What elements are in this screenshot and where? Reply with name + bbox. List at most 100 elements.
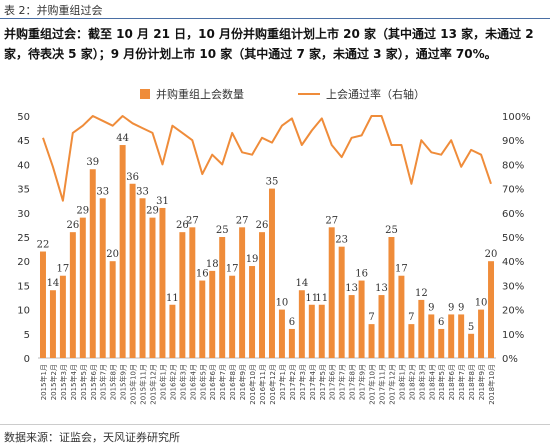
pass-rate-line — [42, 115, 492, 202]
bar — [378, 295, 385, 358]
bar — [448, 314, 455, 358]
bar — [159, 207, 166, 358]
category-tick-label: 2015年2月 — [49, 364, 58, 400]
category-tick-label: 2016年1月 — [158, 364, 167, 400]
bar-value-label: 14 — [295, 278, 308, 289]
bar-value-label: 26 — [66, 220, 79, 231]
chart-legend: 并购重组上会数量 上会通过率（右轴） — [0, 86, 550, 102]
bar-value-label: 44 — [116, 133, 129, 144]
category-tick-label: 2015年1月 — [39, 364, 48, 400]
category-tick-label: 2017年1月 — [278, 364, 287, 400]
bar — [458, 314, 465, 358]
bar — [219, 237, 226, 358]
category-tick-label: 2017年12月 — [387, 364, 396, 405]
right-axis-tick-label: 0% — [502, 354, 518, 365]
left-axis-tick-label: 25 — [17, 233, 30, 244]
category-tick-label: 2015年4月 — [69, 364, 78, 400]
left-axis-tick-label: 20 — [17, 257, 30, 268]
bar-value-label: 22 — [37, 240, 50, 251]
right-axis-tick-label: 40% — [502, 257, 524, 268]
bar-value-label: 31 — [156, 196, 169, 207]
category-tick-label: 2016年2月 — [168, 364, 177, 400]
category-tick-label: 2017年6月 — [328, 364, 337, 400]
bar-value-label: 13 — [375, 283, 388, 294]
merger-review-chart: 0 5 10 15 20 25 30 35 40 45 50 0% 10% 20% 30% 40% 50% 60%… — [17, 112, 531, 405]
category-tick-label: 2018年6月 — [447, 364, 456, 400]
category-tick-label: 2015年10月 — [129, 364, 138, 405]
bar-value-label: 11 — [315, 293, 328, 304]
bar — [99, 198, 106, 358]
category-tick-label: 2018年7月 — [457, 364, 466, 400]
category-tick-label: 2016年5月 — [198, 364, 207, 400]
right-axis-tick-label: 30% — [502, 281, 524, 292]
bar — [89, 169, 96, 358]
bar — [308, 304, 315, 358]
category-tick-label: 2015年9月 — [119, 364, 128, 400]
category-tick-label: 2017年11月 — [378, 364, 387, 405]
bar-value-label: 10 — [475, 298, 488, 309]
bar-value-label: 9 — [448, 302, 454, 313]
left-axis-tick-label: 40 — [17, 160, 30, 171]
bar-value-label: 20 — [106, 249, 119, 260]
category-tick-label: 2016年7月 — [218, 364, 227, 400]
bar — [59, 275, 66, 358]
bar — [239, 227, 246, 358]
bar — [69, 232, 76, 358]
bar-value-label: 6 — [438, 317, 444, 328]
category-tick-label: 2015年11月 — [139, 364, 148, 405]
left-axis-tick-label: 50 — [17, 112, 30, 123]
left-axis-tick-label: 45 — [17, 136, 30, 147]
bar-value-label: 16 — [196, 269, 209, 280]
category-tick-label: 2018年8月 — [467, 364, 476, 400]
category-tick-label: 2015年6月 — [89, 364, 98, 400]
bar-value-label: 39 — [86, 157, 99, 168]
category-tick-label: 2015年5月 — [79, 364, 88, 400]
category-tick-label: 2016年12月 — [268, 364, 277, 405]
legend-bar-swatch — [140, 89, 150, 99]
right-axis-tick-label: 50% — [502, 233, 524, 244]
right-axis-tick-label: 70% — [502, 185, 524, 196]
bar-value-label: 12 — [415, 288, 428, 299]
bar — [189, 227, 196, 358]
category-tick-label: 2018年5月 — [437, 364, 446, 400]
legend-line-label: 上会通过率（右轴） — [326, 88, 425, 101]
bar — [169, 304, 176, 358]
bar — [109, 261, 116, 358]
bar-value-label: 33 — [96, 186, 109, 197]
bar — [368, 324, 375, 358]
bar — [398, 275, 405, 358]
bar — [209, 270, 216, 358]
bar — [408, 324, 415, 358]
bar — [328, 227, 335, 358]
category-tick-label: 2016年6月 — [208, 364, 217, 400]
right-axis-tick-label: 100% — [502, 112, 531, 123]
category-tick-label: 2018年4月 — [427, 364, 436, 400]
bar — [249, 266, 256, 358]
bar-value-label: 7 — [368, 312, 374, 323]
bar-value-label: 27 — [325, 215, 338, 226]
bar-value-label: 26 — [256, 220, 269, 231]
bar — [129, 183, 136, 358]
bar — [139, 198, 146, 358]
bar — [259, 232, 266, 358]
bar-value-label: 16 — [355, 269, 368, 280]
bar-value-label: 29 — [146, 206, 159, 217]
bar-value-label: 29 — [76, 206, 89, 217]
legend-bar-label: 并购重组上会数量 — [156, 88, 244, 101]
category-tick-label: 2017年10月 — [368, 364, 377, 405]
bar-value-label: 17 — [57, 264, 70, 275]
category-tick-label: 2017年7月 — [338, 364, 347, 400]
category-tick-label: 2018年2月 — [407, 364, 416, 400]
category-tick-label: 2015年8月 — [109, 364, 118, 400]
bar — [478, 309, 485, 358]
category-tick-label: 2015年3月 — [59, 364, 68, 400]
chart-description: 并购重组过会：截至 10 月 21 日，10 月份并购重组计划上市 20 家（其… — [4, 27, 534, 61]
bar — [348, 295, 355, 358]
right-axis-tick-label: 10% — [502, 330, 524, 341]
bar — [388, 237, 395, 358]
category-tick-label: 2015年7月 — [99, 364, 108, 400]
left-axis-tick-label: 35 — [17, 185, 30, 196]
bar-value-label: 23 — [335, 235, 348, 246]
bar — [298, 290, 305, 358]
bar-value-label: 27 — [186, 215, 199, 226]
